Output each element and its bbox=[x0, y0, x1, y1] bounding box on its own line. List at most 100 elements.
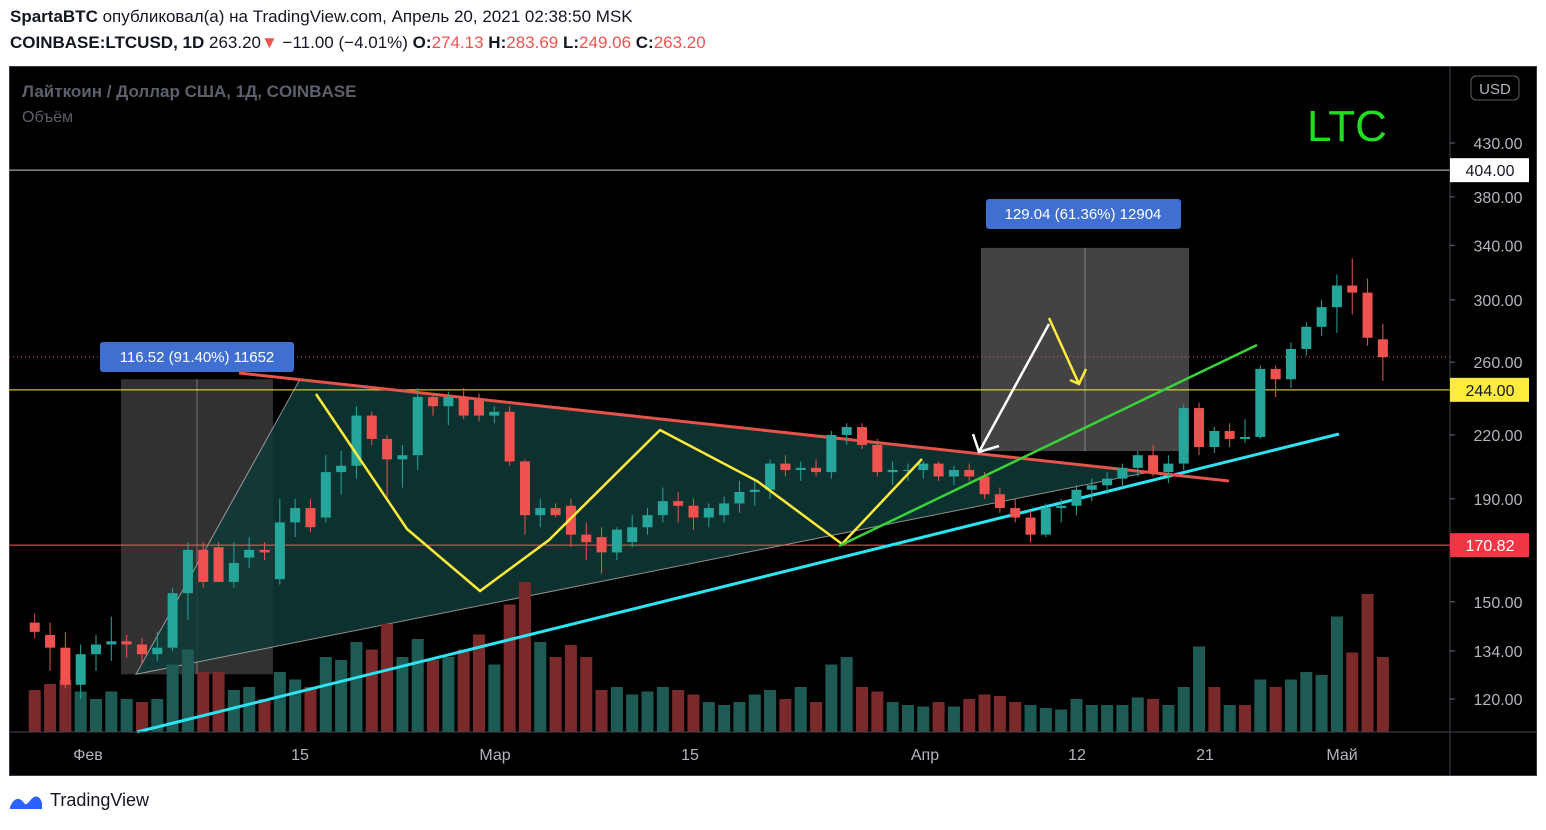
yellow-arrow bbox=[1047, 317, 1081, 385]
volume-bar bbox=[917, 706, 930, 732]
candle-body bbox=[627, 527, 638, 543]
volume-bar bbox=[794, 687, 807, 732]
volume-bar bbox=[243, 687, 256, 732]
candle-body bbox=[290, 508, 301, 523]
volume-bar bbox=[993, 696, 1006, 732]
candle-body bbox=[1117, 467, 1128, 479]
volume-bar bbox=[181, 649, 194, 732]
volume-bar bbox=[28, 690, 41, 732]
candle-body bbox=[1010, 508, 1021, 518]
volume-bar bbox=[871, 691, 884, 732]
volume-bar bbox=[1346, 652, 1359, 732]
close-label: C: bbox=[635, 33, 654, 52]
volume-bar bbox=[1009, 702, 1022, 732]
candle-body bbox=[167, 593, 178, 648]
candle-body bbox=[320, 472, 331, 518]
volume-bar bbox=[856, 687, 868, 732]
candle-body bbox=[474, 398, 484, 416]
candle-body bbox=[75, 654, 86, 685]
volume-bar bbox=[1239, 705, 1251, 732]
down-arrow-icon: ▼ bbox=[260, 33, 278, 52]
volume-bar bbox=[1300, 672, 1313, 732]
candle-body bbox=[1377, 339, 1388, 358]
open-value: 274.13 bbox=[431, 33, 484, 52]
candle-body bbox=[979, 476, 990, 495]
price-tick-label: 120.00 bbox=[1474, 692, 1523, 709]
volume-bar bbox=[381, 624, 394, 732]
volume-bar bbox=[1254, 679, 1267, 732]
volume-bar bbox=[718, 705, 731, 732]
volume-bar bbox=[1269, 687, 1282, 732]
price-label-bg bbox=[1450, 377, 1529, 402]
candle-body bbox=[811, 467, 822, 473]
candle-body bbox=[673, 501, 684, 506]
volume-bar bbox=[488, 664, 501, 732]
price-label-bg bbox=[1450, 533, 1529, 558]
time-tick-label: 12 bbox=[1068, 747, 1086, 764]
candle-body bbox=[994, 494, 1005, 509]
volume-bar bbox=[1055, 709, 1068, 732]
low-value: 249.06 bbox=[579, 33, 632, 52]
price-chart[interactable]: 116.52 (91.40%) 11652 129.04 (61.36%) 129… bbox=[9, 66, 1537, 776]
volume-bar bbox=[1101, 705, 1114, 732]
volume-bar bbox=[518, 582, 531, 732]
volume-bar bbox=[947, 706, 960, 732]
candle-body bbox=[366, 415, 377, 439]
price-tick-label: 150.00 bbox=[1474, 595, 1523, 612]
high-value: 283.69 bbox=[506, 33, 559, 52]
candle-body bbox=[826, 434, 837, 473]
red-trendline bbox=[238, 371, 1230, 483]
time-tick-label: 15 bbox=[291, 747, 309, 764]
candle-body bbox=[765, 463, 776, 490]
volume-bar bbox=[810, 702, 823, 732]
low-label: L: bbox=[562, 33, 580, 52]
candle-body bbox=[45, 634, 56, 648]
price-tick-label: 260.00 bbox=[1474, 355, 1523, 372]
volume-bar bbox=[411, 639, 424, 732]
volume-bar bbox=[656, 687, 669, 732]
volume-bar bbox=[1376, 657, 1389, 732]
measure-label-2: 129.04 (61.36%) 12904 bbox=[1005, 206, 1162, 223]
volume-bar bbox=[886, 702, 899, 732]
candle-body bbox=[857, 427, 867, 445]
candle-body bbox=[657, 501, 668, 516]
published-text: опубликовал(а) на TradingView.com, Апрел… bbox=[102, 7, 633, 26]
candle-body bbox=[749, 489, 760, 492]
candle-body bbox=[136, 644, 147, 655]
candle-body bbox=[902, 469, 913, 471]
volume-bar bbox=[564, 645, 577, 732]
candle-body bbox=[428, 397, 439, 407]
volume-bar bbox=[610, 687, 623, 732]
yellow-arrowhead bbox=[1069, 368, 1088, 386]
candle-body bbox=[1255, 368, 1266, 437]
candle-body bbox=[121, 641, 132, 645]
volume-bar bbox=[503, 604, 516, 732]
measure-label-2-bg bbox=[986, 199, 1181, 229]
volume-bar bbox=[641, 691, 654, 732]
volume-bar bbox=[1162, 705, 1175, 732]
candle-body bbox=[1025, 517, 1036, 535]
volume-bar bbox=[702, 702, 715, 732]
cyan-trendline bbox=[136, 432, 1340, 734]
volume-bar bbox=[549, 657, 562, 732]
measure-label-1: 116.52 (91.40%) 11652 bbox=[120, 349, 275, 366]
price-tick-label: 190.00 bbox=[1474, 492, 1523, 509]
currency-badge-text: USD bbox=[1479, 81, 1511, 98]
candle-body bbox=[780, 463, 791, 470]
candle-body bbox=[351, 415, 362, 466]
candle-body bbox=[1301, 326, 1312, 349]
close-value: 263.20 bbox=[653, 33, 706, 52]
candle-body bbox=[228, 562, 239, 582]
author-name[interactable]: SpartaBTC bbox=[10, 7, 98, 26]
footer-brand[interactable]: TradingView bbox=[50, 790, 150, 810]
volume-bar bbox=[74, 691, 87, 732]
candle-body bbox=[1178, 408, 1189, 464]
price-tick-label: 340.00 bbox=[1474, 238, 1523, 255]
candle-body bbox=[1132, 455, 1143, 468]
volume-bar bbox=[978, 694, 991, 732]
volume-bar bbox=[1193, 646, 1206, 732]
volume-bar bbox=[258, 699, 271, 732]
volume-bar bbox=[427, 660, 440, 732]
price-tick-label: 430.00 bbox=[1474, 136, 1523, 153]
volume-bar bbox=[779, 699, 792, 732]
